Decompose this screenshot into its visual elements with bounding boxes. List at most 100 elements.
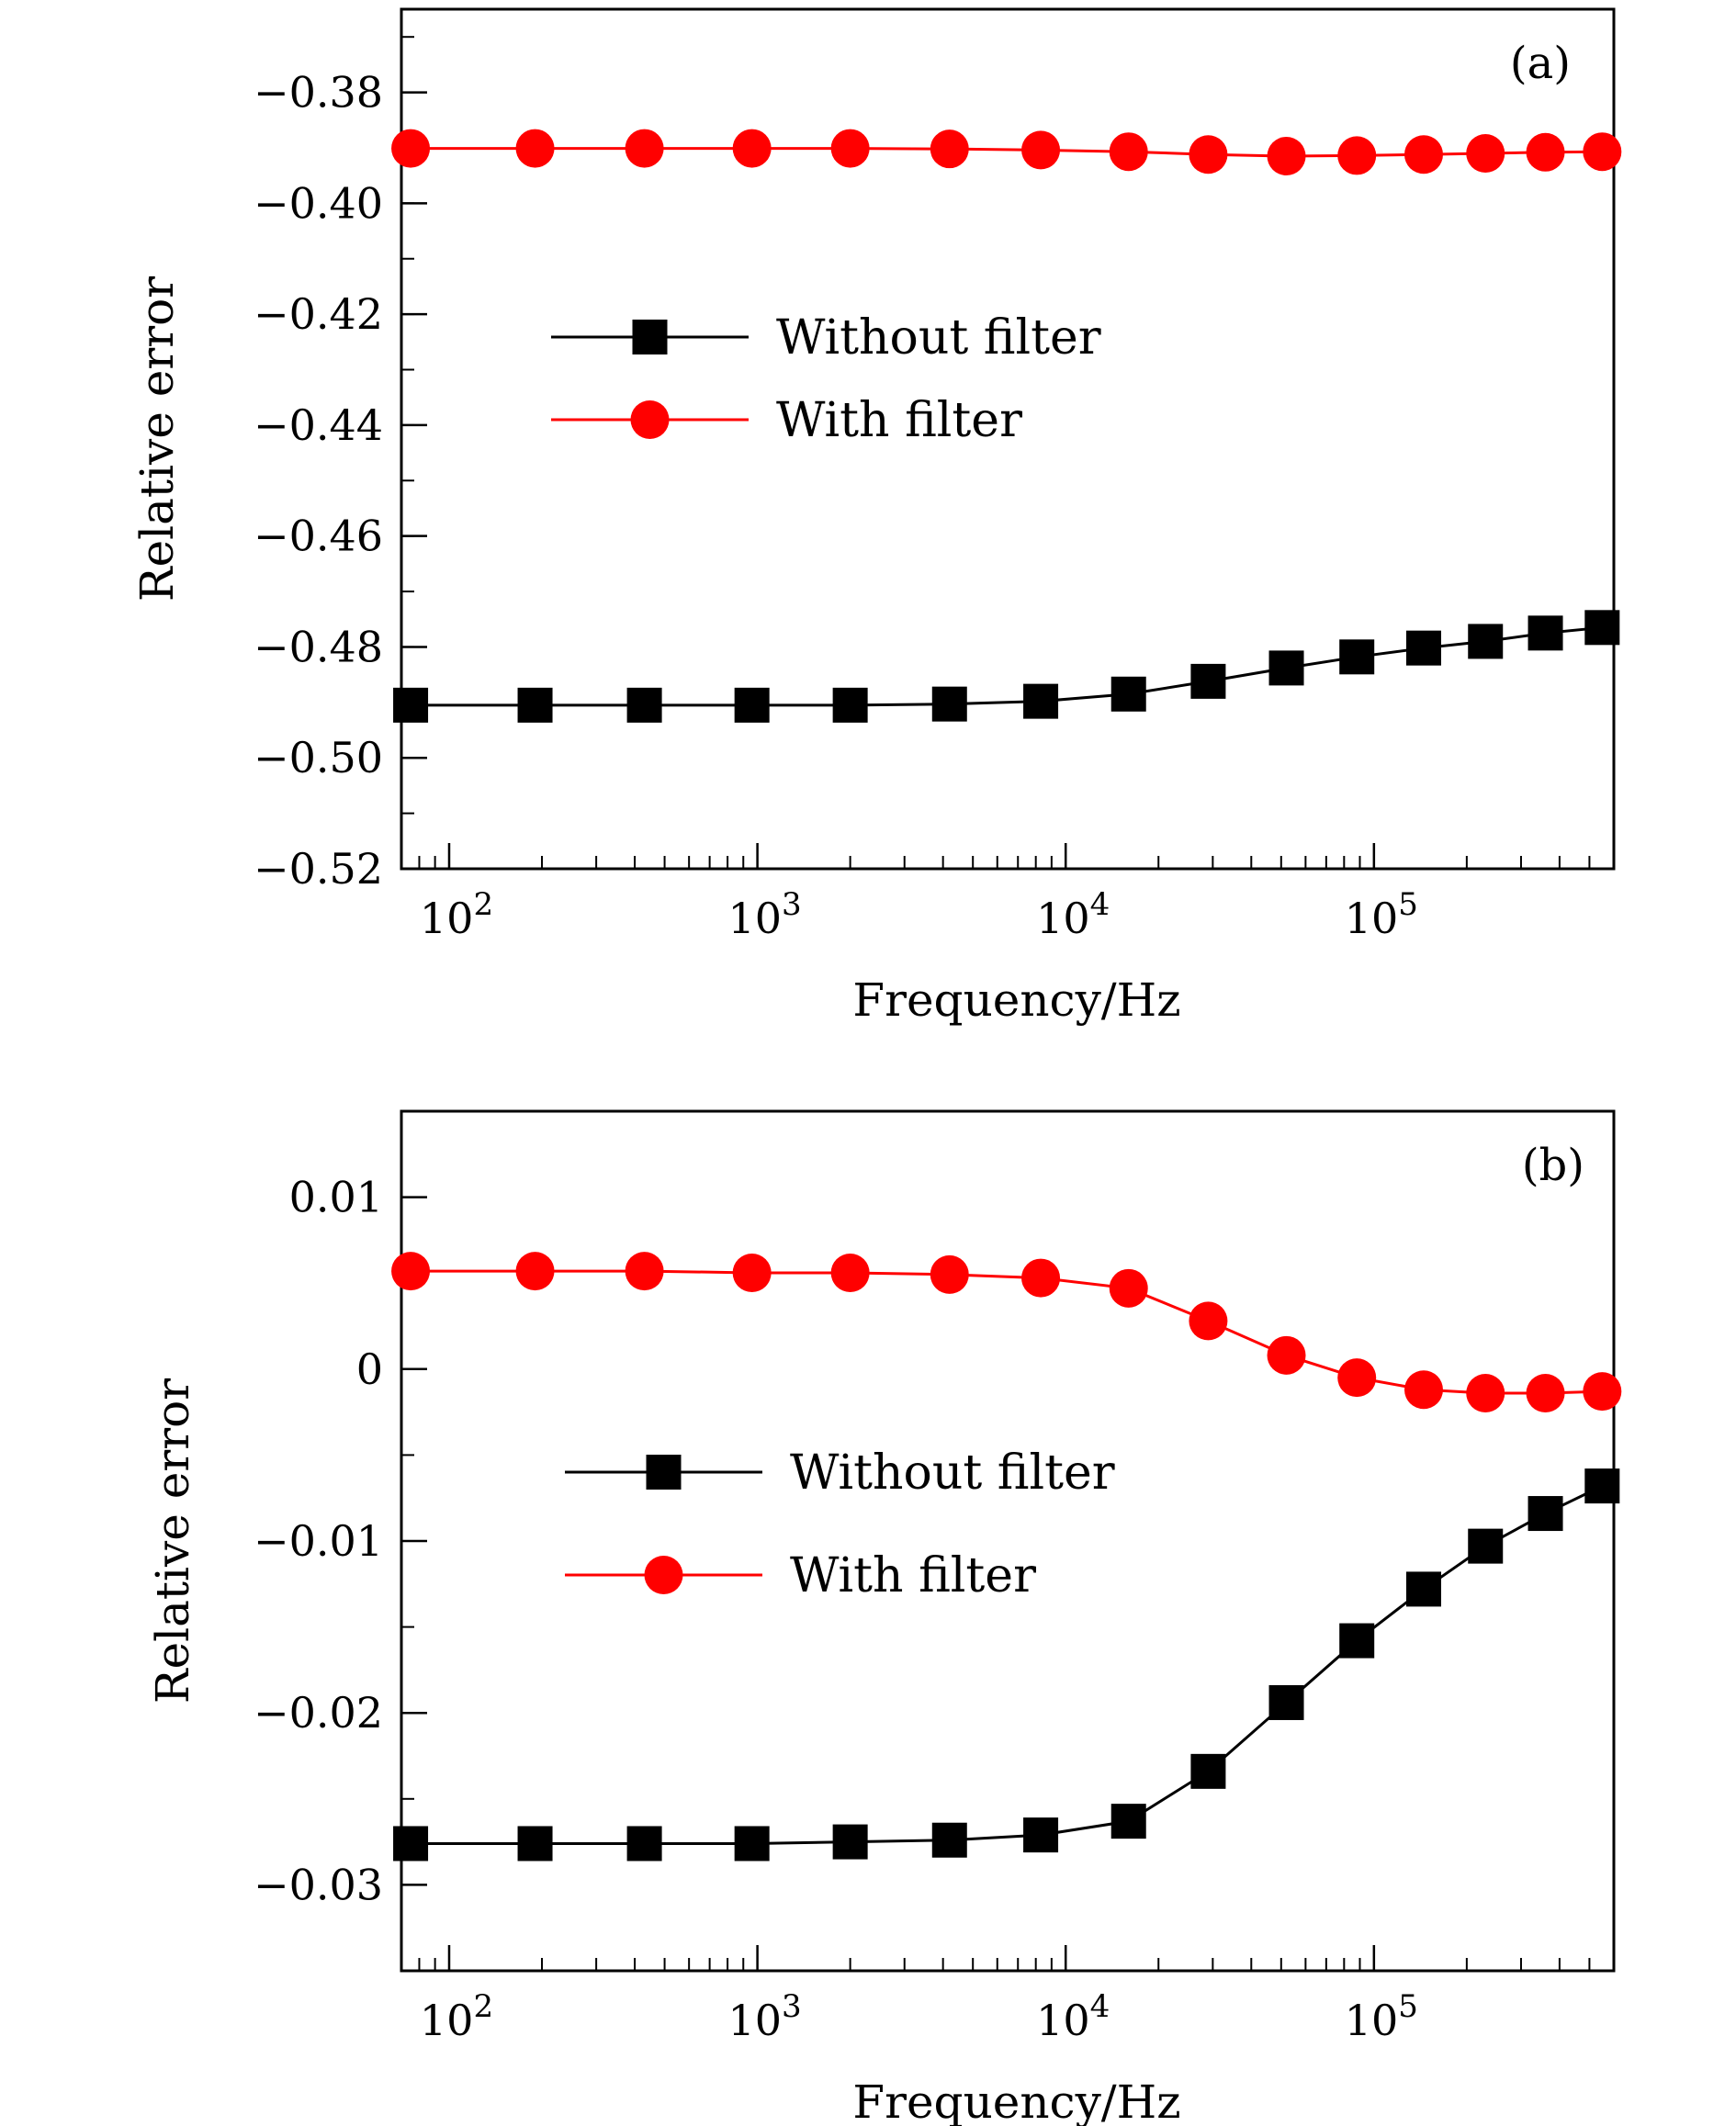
x-tick-label: 102	[420, 886, 493, 943]
data-point-circle	[1466, 1374, 1505, 1413]
y-tick-label: −0.02	[254, 1688, 383, 1738]
data-point-circle	[1021, 1258, 1061, 1298]
data-point-square	[1468, 624, 1504, 659]
data-point-square	[1023, 683, 1059, 719]
chart-panel-1: −0.52 −0.50 −0.48 −0.46 −0.44 −0.42 −0.40 −0.38…	[130, 7, 1622, 1027]
y-tick-label: 0	[356, 1344, 383, 1394]
legend-label: Without filter	[776, 310, 1101, 366]
data-point-circle	[732, 1253, 772, 1292]
data-point-square	[1268, 1684, 1304, 1720]
legend-marker-circle	[644, 1556, 683, 1594]
data-point-circle	[1267, 137, 1306, 176]
data-point-circle	[625, 1252, 664, 1291]
data-point-square	[517, 687, 553, 723]
y-tick-label: −0.50	[254, 733, 383, 782]
y-tick-label: −0.01	[254, 1516, 383, 1566]
data-point-circle	[1403, 135, 1443, 174]
series-without-filter	[393, 1468, 1620, 1862]
data-point-circle	[930, 129, 969, 169]
data-point-circle	[515, 1252, 555, 1291]
data-point-square	[626, 687, 662, 723]
data-point-circle	[1109, 132, 1148, 172]
x-tick-label: 104	[1036, 1988, 1110, 2045]
y-tick-label: −0.46	[254, 512, 383, 561]
x-tick-label: 104	[1036, 886, 1110, 943]
data-point-circle	[1021, 130, 1061, 170]
plot-frame	[400, 1109, 1616, 1973]
data-point-square	[393, 1826, 429, 1862]
x-tick-label: 102	[420, 1988, 493, 2045]
data-point-circle	[515, 129, 555, 168]
data-point-square	[517, 1826, 553, 1862]
x-axis-title: Frequency/Hz	[852, 973, 1180, 1027]
data-point-square	[832, 687, 868, 723]
data-point-circle	[1403, 1370, 1443, 1410]
data-point-circle	[732, 129, 772, 168]
data-point-square	[1405, 1571, 1441, 1607]
data-point-square	[1110, 676, 1146, 712]
data-point-square	[1023, 1817, 1059, 1853]
data-point-circle	[1526, 132, 1565, 172]
data-point-square	[1110, 1804, 1146, 1839]
data-point-circle	[1583, 1372, 1622, 1412]
data-point-circle	[391, 129, 431, 168]
data-point-square	[1190, 1753, 1226, 1789]
x-tick-label: 103	[728, 886, 802, 943]
data-point-circle	[1189, 135, 1228, 174]
data-point-circle	[1583, 132, 1622, 172]
data-point-square	[931, 686, 967, 722]
data-point-circle	[625, 129, 664, 168]
y-tick-label: −0.52	[254, 844, 383, 894]
data-point-square	[832, 1824, 868, 1860]
data-point-circle	[1267, 1335, 1306, 1375]
data-point-square	[626, 1826, 662, 1862]
data-point-circle	[830, 129, 870, 168]
series-with-filter	[391, 1252, 1622, 1413]
series-with-filter	[391, 129, 1622, 176]
y-tick-label: 0.01	[289, 1173, 383, 1222]
series-line	[411, 1484, 1603, 1845]
data-point-square	[393, 687, 429, 723]
y-axis-title: Relative error	[146, 1378, 199, 1704]
legend-marker-square	[632, 320, 668, 354]
x-axis-title: Frequency/Hz	[852, 2075, 1180, 2126]
data-point-square	[1468, 1528, 1504, 1564]
data-point-square	[1584, 1468, 1620, 1504]
panel-label: (b)	[1522, 1140, 1584, 1191]
data-point-square	[1190, 663, 1226, 699]
y-tick-label: −0.48	[254, 622, 383, 671]
data-point-circle	[830, 1253, 870, 1292]
data-point-circle	[1109, 1268, 1148, 1308]
y-axis-title: Relative error	[130, 276, 184, 602]
data-point-circle	[1466, 134, 1505, 174]
legend-label: With filter	[776, 393, 1022, 448]
data-point-square	[1268, 650, 1304, 686]
data-point-square	[1527, 615, 1563, 651]
panel-label: (a)	[1510, 38, 1571, 89]
x-tick-label: 105	[1345, 1988, 1418, 2045]
legend-label: Without filter	[790, 1445, 1115, 1501]
y-tick-label: −0.03	[254, 1860, 383, 1909]
data-point-circle	[930, 1254, 969, 1294]
x-tick-label: 105	[1345, 886, 1418, 943]
data-point-circle	[1337, 1358, 1377, 1398]
legend: Without filter With filter	[551, 310, 1101, 448]
data-point-circle	[391, 1252, 431, 1291]
series-without-filter	[393, 610, 1620, 723]
data-point-square	[931, 1822, 967, 1858]
y-tick-label: −0.42	[254, 289, 383, 339]
chart-panel-2: −0.03 −0.02 −0.01 0 0.01 102 103 104 105 Frequenc…	[146, 1109, 1622, 2126]
data-point-square	[1405, 630, 1441, 666]
legend: Without filter With filter	[565, 1445, 1115, 1603]
data-point-circle	[1189, 1301, 1228, 1341]
data-point-square	[734, 687, 770, 723]
y-tick-label: −0.40	[254, 178, 383, 228]
y-tick-label: −0.38	[254, 68, 383, 118]
data-point-circle	[1337, 136, 1377, 175]
data-point-square	[734, 1826, 770, 1862]
y-tick-label: −0.44	[254, 400, 383, 450]
data-point-square	[1527, 1496, 1563, 1532]
data-point-circle	[1526, 1374, 1565, 1413]
legend-marker-square	[646, 1455, 682, 1490]
